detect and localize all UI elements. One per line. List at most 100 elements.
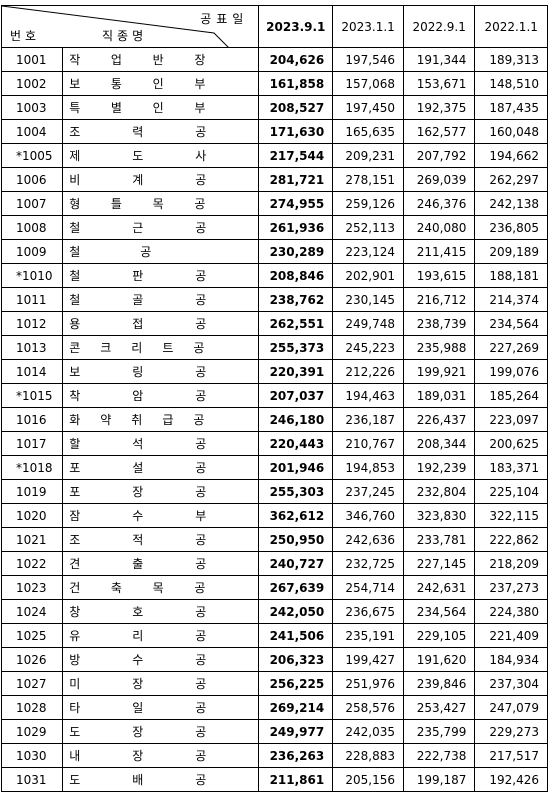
wage: 253,427 (402, 695, 476, 720)
wage: 199,921 (402, 359, 476, 384)
wage: 200,625 (474, 431, 548, 456)
job-name: 작업반장 (62, 47, 260, 72)
wage: 188,181 (474, 263, 548, 288)
wage: 221,409 (474, 623, 548, 648)
data-row: 1013 콘크리트공 255,373 245,223 235,988 227,269 (0, 335, 548, 360)
row-number: 1009 (0, 239, 64, 264)
row-number: 1022 (0, 551, 64, 576)
wage: 208,527 (258, 95, 334, 120)
data-row: 1004 조력공 171,630 165,635 162,577 160,048 (0, 119, 548, 144)
wage: 194,463 (332, 383, 404, 408)
wage: 235,191 (332, 623, 404, 648)
row-number: 1024 (0, 599, 64, 624)
data-row: 1028 타일공 269,214 258,576 253,427 247,079 (0, 695, 548, 720)
wage: 262,297 (474, 167, 548, 192)
data-row: 1014 보링공 220,391 212,226 199,921 199,076 (0, 359, 548, 384)
wage: 223,124 (332, 239, 404, 264)
wage: 229,105 (402, 623, 476, 648)
wage: 197,546 (332, 47, 404, 72)
wage: 233,781 (402, 527, 476, 552)
wage: 269,039 (402, 167, 476, 192)
job-name: 유리공 (62, 623, 260, 648)
row-number: 1029 (0, 719, 64, 744)
data-row: 1021 조적공 250,950 242,636 233,781 222,862 (0, 527, 548, 552)
row-number: 1013 (0, 335, 64, 360)
job-name: 포장공 (62, 479, 260, 504)
wage: 267,639 (258, 575, 334, 600)
wage: 246,376 (402, 191, 476, 216)
wage: 256,225 (258, 671, 334, 696)
row-number: 1002 (0, 71, 64, 96)
wage: 197,450 (332, 95, 404, 120)
job-label: 직종명 (102, 29, 148, 43)
wage: 162,577 (402, 119, 476, 144)
job-name: 형틀목공 (62, 191, 260, 216)
data-row: *1005 제도사 217,544 209,231 207,792 194,662 (0, 143, 548, 168)
data-row: 1023 건축목공 267,639 254,714 242,631 237,273 (0, 575, 548, 600)
row-number: 1028 (0, 695, 64, 720)
wage: 236,805 (474, 215, 548, 240)
wage: 254,714 (332, 575, 404, 600)
wage: 242,050 (258, 599, 334, 624)
wage: 323,830 (402, 503, 476, 528)
wage: 189,313 (474, 47, 548, 72)
job-name: 미장공 (62, 671, 260, 696)
job-name: 철판공 (62, 263, 260, 288)
data-row: 1029 도장공 249,977 242,035 235,799 229,273 (0, 719, 548, 744)
wage: 240,080 (402, 215, 476, 240)
wage: 165,635 (332, 119, 404, 144)
data-row: 1031 도배공 211,861 205,156 199,187 192,426 (0, 767, 548, 792)
wage: 157,068 (332, 71, 404, 96)
wage: 234,564 (474, 311, 548, 336)
data-row: 1017 할석공 220,443 210,767 208,344 200,625 (0, 431, 548, 456)
wage: 258,576 (332, 695, 404, 720)
announce-date-label: 공표일 (200, 12, 249, 26)
wage: 242,138 (474, 191, 548, 216)
wage: 216,712 (402, 287, 476, 312)
wage: 223,097 (474, 407, 548, 432)
data-row: 1022 견출공 240,727 232,725 227,145 218,209 (0, 551, 548, 576)
wage: 246,180 (258, 407, 334, 432)
data-row: 1009 철공 230,289 223,124 211,415 209,189 (0, 239, 548, 264)
diagonal-header: 공표일 번호 직종명 (0, 5, 260, 48)
row-number: 1008 (0, 215, 64, 240)
wage: 194,853 (332, 455, 404, 480)
wage: 225,104 (474, 479, 548, 504)
wage: 261,936 (258, 215, 334, 240)
wage: 211,861 (258, 767, 334, 792)
data-row: *1010 철판공 208,846 202,901 193,615 188,181 (0, 263, 548, 288)
data-row: 1003 특별인부 208,527 197,450 192,375 187,435 (0, 95, 548, 120)
wage: 207,792 (402, 143, 476, 168)
wage: 250,950 (258, 527, 334, 552)
wage: 206,323 (258, 647, 334, 672)
wage: 199,076 (474, 359, 548, 384)
wage: 222,738 (402, 743, 476, 768)
row-number: 1014 (0, 359, 64, 384)
wage: 210,767 (332, 431, 404, 456)
wage: 211,415 (402, 239, 476, 264)
wage: 160,048 (474, 119, 548, 144)
wage: 220,391 (258, 359, 334, 384)
wage: 224,380 (474, 599, 548, 624)
date-header: 2023.9.1 (258, 5, 334, 48)
wage: 269,214 (258, 695, 334, 720)
wage: 281,721 (258, 167, 334, 192)
row-number: 1012 (0, 311, 64, 336)
wage: 189,031 (402, 383, 476, 408)
wage: 236,263 (258, 743, 334, 768)
wage: 240,727 (258, 551, 334, 576)
row-number: 1003 (0, 95, 64, 120)
job-name: 조적공 (62, 527, 260, 552)
wage: 192,426 (474, 767, 548, 792)
data-row: 1024 창호공 242,050 236,675 234,564 224,380 (0, 599, 548, 624)
wage: 255,303 (258, 479, 334, 504)
wage: 204,626 (258, 47, 334, 72)
wage: 238,762 (258, 287, 334, 312)
data-row: 1007 형틀목공 274,955 259,126 246,376 242,138 (0, 191, 548, 216)
data-row: 1025 유리공 241,506 235,191 229,105 221,409 (0, 623, 548, 648)
data-row: 1027 미장공 256,225 251,976 239,846 237,304 (0, 671, 548, 696)
wage: 230,145 (332, 287, 404, 312)
wage: 184,934 (474, 647, 548, 672)
wage: 192,375 (402, 95, 476, 120)
job-name: 보통인부 (62, 71, 260, 96)
